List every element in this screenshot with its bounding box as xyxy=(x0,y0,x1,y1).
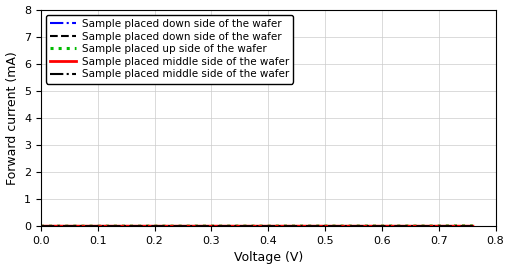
Sample placed down side of the wafer xyxy=(203,225,209,228)
Sample placed down side of the wafer xyxy=(469,224,475,228)
Sample placed up side of the wafer xyxy=(469,224,475,228)
X-axis label: Voltage (V): Voltage (V) xyxy=(233,251,302,264)
Sample placed middle side of the wafer xyxy=(469,225,475,228)
Sample placed middle side of the wafer xyxy=(87,225,93,228)
Sample placed up side of the wafer xyxy=(222,225,228,228)
Sample placed middle side of the wafer xyxy=(112,225,119,228)
Sample placed down side of the wafer xyxy=(87,225,93,228)
Sample placed middle side of the wafer xyxy=(414,225,420,228)
Sample placed up side of the wafer xyxy=(414,224,420,228)
Sample placed down side of the wafer xyxy=(112,225,119,228)
Sample placed middle side of the wafer xyxy=(38,225,44,228)
Sample placed down side of the wafer xyxy=(87,225,93,228)
Sample placed middle side of the wafer xyxy=(222,225,228,228)
Y-axis label: Forward current (mA): Forward current (mA) xyxy=(6,51,18,185)
Sample placed down side of the wafer xyxy=(460,224,466,228)
Sample placed middle side of the wafer xyxy=(469,225,475,228)
Sample placed middle side of the wafer xyxy=(112,225,119,228)
Sample placed middle side of the wafer xyxy=(203,225,209,228)
Sample placed down side of the wafer xyxy=(469,224,475,228)
Sample placed down side of the wafer xyxy=(414,224,420,228)
Sample placed middle side of the wafer xyxy=(38,225,44,228)
Legend: Sample placed down side of the wafer, Sample placed down side of the wafer, Samp: Sample placed down side of the wafer, Sa… xyxy=(46,15,293,83)
Sample placed middle side of the wafer xyxy=(414,225,420,228)
Sample placed middle side of the wafer xyxy=(87,225,93,228)
Sample placed down side of the wafer xyxy=(38,225,44,228)
Sample placed up side of the wafer xyxy=(87,225,93,228)
Sample placed down side of the wafer xyxy=(203,225,209,228)
Sample placed down side of the wafer xyxy=(414,225,420,228)
Sample placed up side of the wafer xyxy=(38,225,44,228)
Sample placed up side of the wafer xyxy=(112,225,119,228)
Sample placed down side of the wafer xyxy=(38,225,44,228)
Sample placed down side of the wafer xyxy=(222,225,228,228)
Sample placed up side of the wafer xyxy=(203,225,209,228)
Sample placed down side of the wafer xyxy=(112,225,119,228)
Sample placed middle side of the wafer xyxy=(203,225,209,228)
Sample placed up side of the wafer xyxy=(460,224,466,228)
Sample placed down side of the wafer xyxy=(222,225,228,228)
Sample placed middle side of the wafer xyxy=(222,225,228,228)
Sample placed down side of the wafer xyxy=(460,224,466,228)
Sample placed middle side of the wafer xyxy=(460,225,466,228)
Sample placed middle side of the wafer xyxy=(460,225,466,228)
